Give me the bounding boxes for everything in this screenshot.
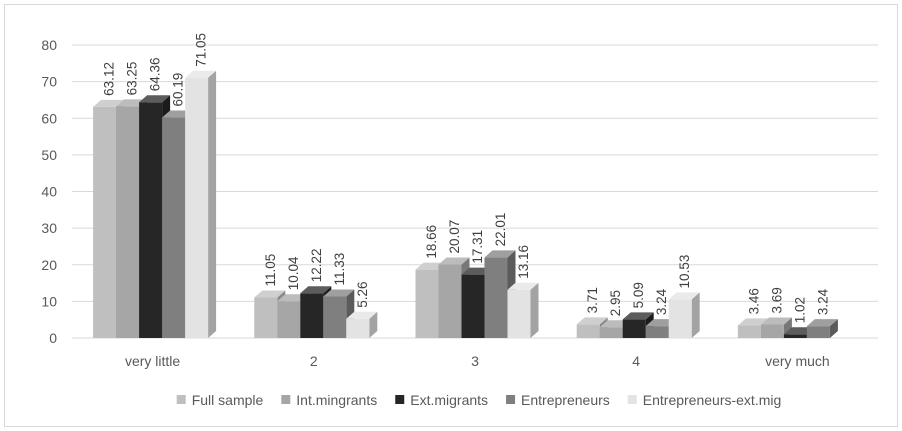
data-label: 12.22 <box>309 248 324 282</box>
legend-label: Full sample <box>192 392 264 408</box>
legend-item: Entrepreneurs <box>506 392 610 408</box>
y-tick-label: 0 <box>49 330 57 346</box>
y-tick-label: 70 <box>41 74 57 90</box>
data-label: 10.53 <box>677 255 692 289</box>
data-label: 3.24 <box>654 288 669 315</box>
x-tick-label: very much <box>765 353 830 369</box>
bar <box>576 317 608 338</box>
x-tick-label: very little <box>125 353 180 369</box>
x-tick-label: 2 <box>310 353 318 369</box>
legend: Full sample Int.mingrants Ext.migrants Entr… <box>176 392 782 408</box>
legend-swatch <box>281 395 291 404</box>
data-label: 3.24 <box>815 288 830 315</box>
y-tick-label: 10 <box>41 293 57 309</box>
bar <box>668 292 700 338</box>
data-label: 5.09 <box>631 282 646 308</box>
data-label: 63.25 <box>125 62 140 96</box>
data-label: 63.12 <box>102 62 117 96</box>
legend-swatch <box>176 395 186 404</box>
bars <box>93 70 838 339</box>
data-label: 11.33 <box>332 253 347 286</box>
legend-swatch <box>627 395 637 404</box>
y-tick-label: 80 <box>41 37 57 53</box>
legend-label: Entrepreneurs-ext.mig <box>643 392 782 408</box>
data-labels: 63.12 63.25 64.36 60.19 71.05 11.05 10.04 12.22… <box>102 33 831 323</box>
data-label: 5.26 <box>355 281 370 307</box>
data-label: 11.05 <box>263 254 278 287</box>
data-label: 2.95 <box>608 290 623 316</box>
bar <box>806 319 838 338</box>
x-tick-label: 3 <box>471 353 479 369</box>
data-label: 20.07 <box>447 220 462 254</box>
y-tick-label: 30 <box>41 220 57 236</box>
legend-label: Int.mingrants <box>296 392 377 408</box>
legend-label: Ext.migrants <box>410 392 488 408</box>
bar <box>185 70 217 339</box>
legend-item: Ext.migrants <box>395 392 488 408</box>
x-tick-label: 4 <box>632 353 640 369</box>
y-tick-label: 40 <box>41 184 57 200</box>
data-label: 71.05 <box>194 33 209 67</box>
legend-swatch <box>506 395 516 404</box>
bar <box>346 311 378 338</box>
data-label: 18.66 <box>424 225 439 259</box>
data-label: 3.46 <box>746 288 761 314</box>
legend-item: Int.mingrants <box>281 392 377 408</box>
data-label: 10.04 <box>286 256 301 290</box>
data-label: 1.02 <box>792 297 807 323</box>
legend-label: Entrepreneurs <box>521 392 610 408</box>
x-axis: very little 2 3 4 very much <box>125 353 830 369</box>
y-axis: 0 10 20 30 40 50 60 70 80 <box>41 37 57 346</box>
data-label: 3.71 <box>585 287 600 313</box>
legend-item: Entrepreneurs-ext.mig <box>627 392 782 408</box>
data-label: 64.36 <box>148 57 163 91</box>
data-label: 60.19 <box>171 73 186 107</box>
y-tick-label: 60 <box>41 110 57 126</box>
y-tick-label: 20 <box>41 257 57 273</box>
legend-item: Full sample <box>176 392 264 408</box>
y-tick-label: 50 <box>41 147 57 163</box>
data-label: 13.16 <box>516 245 531 279</box>
legend-swatch <box>395 395 405 404</box>
data-label: 22.01 <box>493 213 508 247</box>
data-label: 3.69 <box>769 287 784 313</box>
data-label: 17.31 <box>470 230 485 264</box>
bar <box>507 282 539 338</box>
